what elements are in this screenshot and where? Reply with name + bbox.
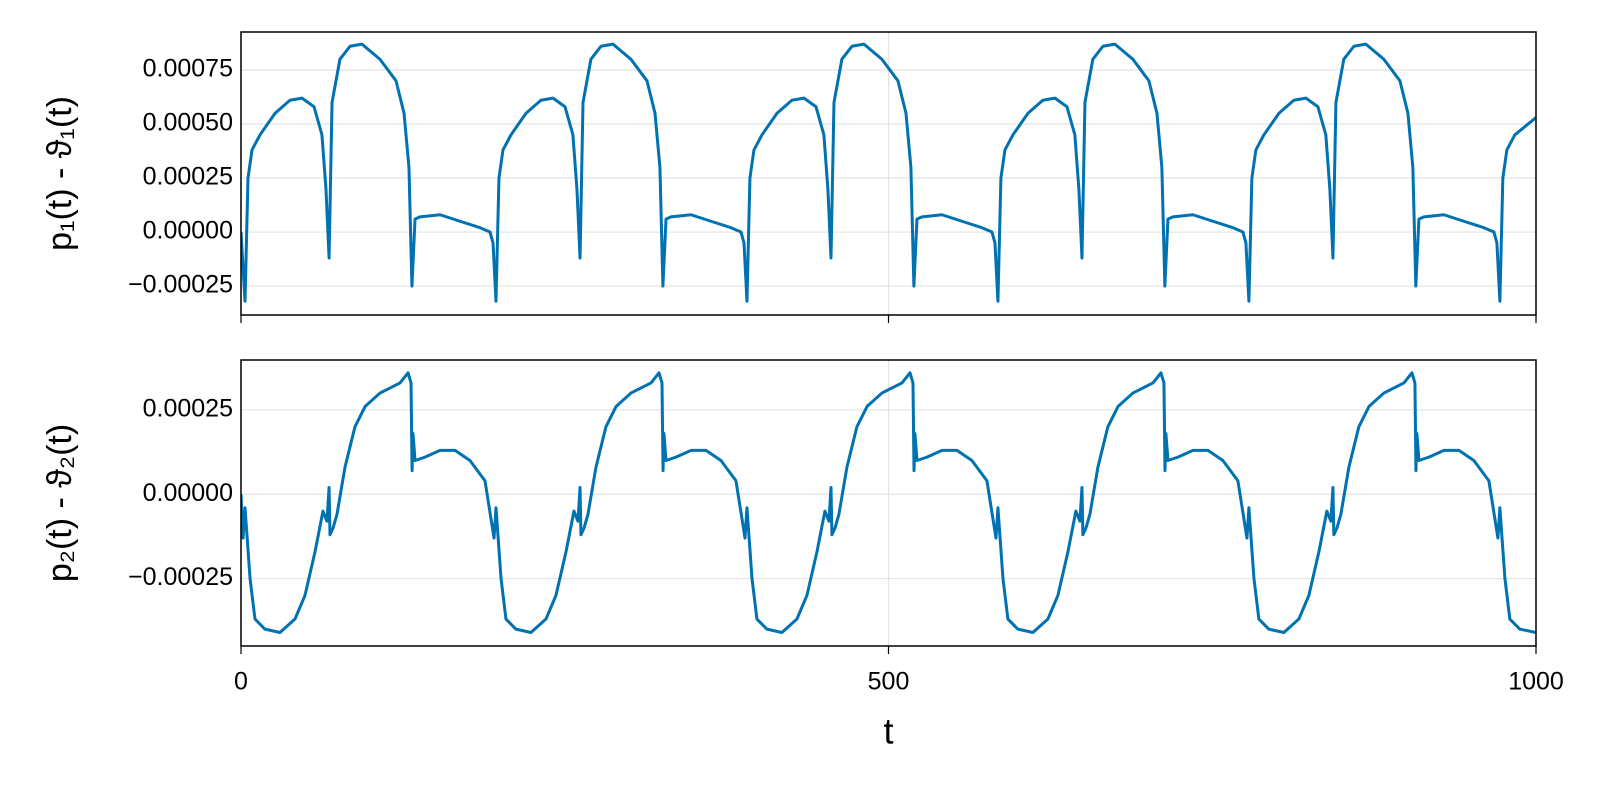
plot-frame: [240, 359, 1537, 647]
x-tick-label: 500: [868, 668, 910, 696]
x-tick-label: 0: [234, 668, 248, 696]
plot-frame: [240, 31, 1537, 316]
x-tick-label: 1000: [1508, 668, 1564, 696]
data-line: [241, 371, 1536, 635]
x-axis-label: t: [883, 711, 893, 752]
y-tick-label: 0.00025: [143, 163, 233, 191]
y-tick-label: 0.00000: [143, 217, 233, 245]
y-tick-label: −0.00025: [128, 563, 233, 591]
y-axis-label: p₁(t) - ϑ₁(t): [41, 96, 79, 251]
data-line: [241, 42, 1536, 303]
y-tick-label: −0.00025: [128, 271, 233, 299]
y-tick-label: 0.00000: [143, 479, 233, 507]
y-axis-label: p₂(t) - ϑ₂(t): [41, 424, 79, 582]
y-tick-label: 0.00075: [143, 55, 233, 83]
y-tick-label: 0.00025: [143, 395, 233, 423]
y-tick-label: 0.00050: [143, 109, 233, 137]
